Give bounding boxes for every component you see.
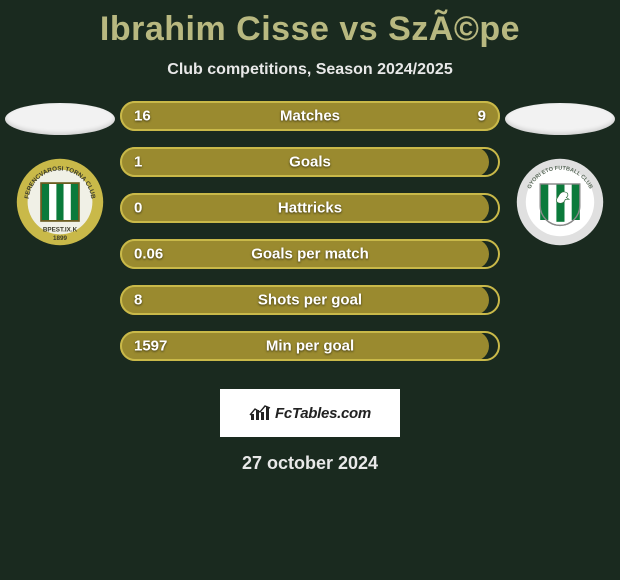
metric-label: Hattricks <box>120 200 500 217</box>
metric-label: Matches <box>120 108 500 125</box>
metric-bars: 16Matches9 1Goals 0Hattricks 0.06Goals per … <box>120 101 500 377</box>
metric-label: Goals per match <box>120 246 500 263</box>
metric-value-right: 9 <box>478 108 486 125</box>
right-team-crest: GYORI ETO FUTBALL CLUB <box>515 157 605 247</box>
brand-text: FcTables.com <box>275 405 371 422</box>
page-title: Ibrahim Cisse vs SzÃ©pe <box>0 0 620 49</box>
metric-row: 0Hattricks <box>120 193 500 223</box>
metric-row: 0.06Goals per match <box>120 239 500 269</box>
right-ellipse <box>505 103 615 135</box>
left-team-crest: FERENCVAROSI TORNA CLUB BPEST.IX.K 1899 <box>15 157 105 247</box>
metric-label: Min per goal <box>120 338 500 355</box>
brand-box: FcTables.com <box>220 389 400 437</box>
svg-text:BPEST.IX.K: BPEST.IX.K <box>43 227 78 234</box>
date-text: 27 october 2024 <box>0 453 620 474</box>
metric-label: Shots per goal <box>120 292 500 309</box>
metric-row: 8Shots per goal <box>120 285 500 315</box>
chart-icon <box>249 404 271 422</box>
left-team-column: FERENCVAROSI TORNA CLUB BPEST.IX.K 1899 <box>0 101 120 247</box>
left-ellipse <box>5 103 115 135</box>
comparison-area: FERENCVAROSI TORNA CLUB BPEST.IX.K 1899 … <box>0 101 620 381</box>
metric-row: 1Goals <box>120 147 500 177</box>
metric-label: Goals <box>120 154 500 171</box>
subtitle: Club competitions, Season 2024/2025 <box>0 61 620 79</box>
metric-row: 1597Min per goal <box>120 331 500 361</box>
right-team-column: GYORI ETO FUTBALL CLUB <box>500 101 620 247</box>
metric-row: 16Matches9 <box>120 101 500 131</box>
svg-text:1899: 1899 <box>53 235 68 242</box>
